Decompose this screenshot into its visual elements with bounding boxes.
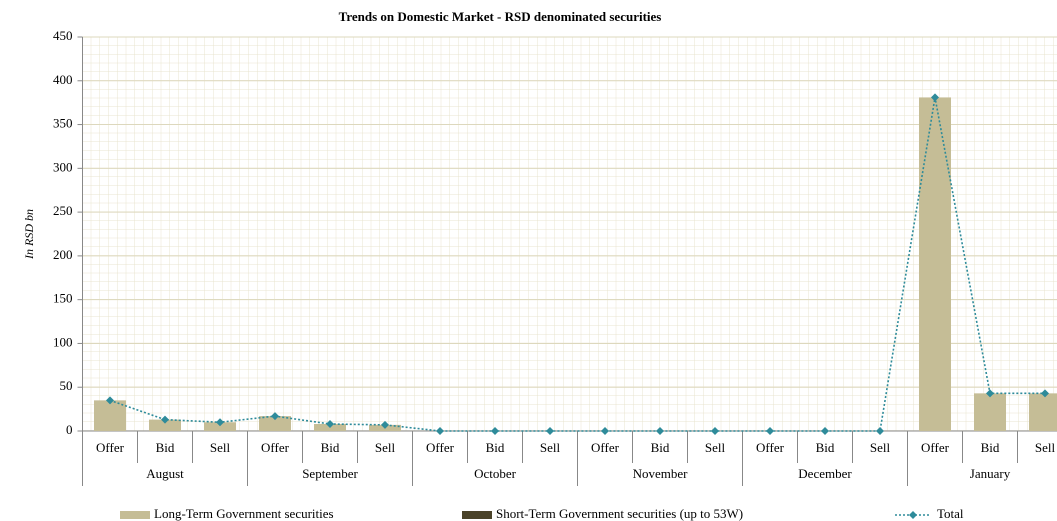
marker xyxy=(601,427,609,435)
marker xyxy=(986,389,994,398)
marker xyxy=(656,427,664,435)
y-tick-label: 250 xyxy=(53,203,73,218)
legend-marker xyxy=(909,511,917,519)
marker xyxy=(216,418,224,427)
legend-label: Long-Term Government securities xyxy=(154,506,334,521)
x-tick-label: Bid xyxy=(816,440,835,455)
legend-swatch xyxy=(462,511,492,519)
x-tick-label: Offer xyxy=(426,440,455,455)
x-tick-label: Bid xyxy=(156,440,175,455)
bar xyxy=(974,393,1006,431)
group-label: December xyxy=(798,466,852,481)
y-tick-label: 0 xyxy=(66,422,73,437)
line xyxy=(109,97,1045,432)
group-label: January xyxy=(970,466,1011,481)
y-tick-label: 200 xyxy=(53,247,73,262)
y-axis-label: In RSD bn xyxy=(22,209,36,260)
marker xyxy=(436,427,444,435)
marker xyxy=(381,420,389,429)
bar xyxy=(259,416,291,431)
marker xyxy=(546,427,554,435)
y-tick-label: 400 xyxy=(53,72,73,87)
group-label: November xyxy=(633,466,689,481)
legend-label: Short-Term Government securities (up to … xyxy=(496,506,743,521)
group-label: August xyxy=(146,466,184,481)
x-tick-label: Sell xyxy=(870,440,891,455)
marker xyxy=(1041,389,1049,398)
group-label: October xyxy=(474,466,517,481)
y-tick-label: 450 xyxy=(53,28,73,43)
marker xyxy=(931,93,939,102)
plot-background xyxy=(82,37,1057,431)
x-tick-label: Offer xyxy=(261,440,290,455)
x-tick-label: Bid xyxy=(486,440,505,455)
y-tick-label: 300 xyxy=(53,159,73,174)
x-tick-label: Bid xyxy=(981,440,1000,455)
y-tick-label: 50 xyxy=(60,378,73,393)
x-tick-label: Sell xyxy=(210,440,231,455)
legend-swatch xyxy=(120,511,150,519)
x-tick-label: Offer xyxy=(756,440,785,455)
marker xyxy=(161,415,169,424)
bar xyxy=(1029,393,1057,431)
y-tick-label: 350 xyxy=(53,116,73,131)
group-label: September xyxy=(302,466,358,481)
x-tick-label: Offer xyxy=(921,440,950,455)
marker xyxy=(106,396,114,405)
marker xyxy=(271,412,279,421)
x-tick-label: Offer xyxy=(96,440,125,455)
marker xyxy=(326,419,334,428)
x-tick-label: Bid xyxy=(321,440,340,455)
x-tick-label: Sell xyxy=(375,440,396,455)
marker xyxy=(876,427,884,435)
bar xyxy=(204,422,236,431)
x-tick-label: Bid xyxy=(651,440,670,455)
y-tick-label: 100 xyxy=(53,334,73,349)
x-tick-label: Sell xyxy=(540,440,561,455)
marker xyxy=(766,427,774,435)
bar xyxy=(149,419,181,431)
x-tick-label: Sell xyxy=(1035,440,1056,455)
marker xyxy=(491,427,499,435)
chart-title: Trends on Domestic Market - RSD denomina… xyxy=(339,9,662,24)
legend-label: Total xyxy=(937,506,964,521)
marker xyxy=(711,427,719,435)
marker xyxy=(821,427,829,435)
bar xyxy=(94,400,126,431)
x-tick-label: Offer xyxy=(591,440,620,455)
x-tick-label: Sell xyxy=(705,440,726,455)
bar xyxy=(919,97,951,431)
y-tick-label: 150 xyxy=(53,291,73,306)
